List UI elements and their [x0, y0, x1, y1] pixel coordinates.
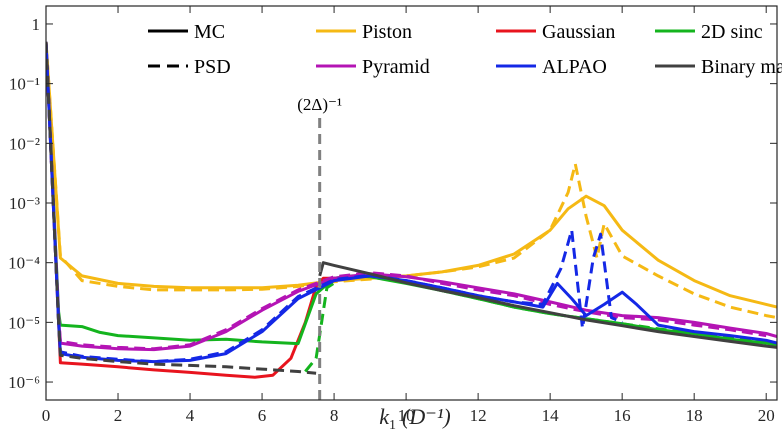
- legend-entry-piston: Piston: [316, 21, 412, 43]
- x-tick-label: 18: [686, 406, 703, 425]
- y-tick-label: 10⁻⁵: [8, 313, 40, 332]
- y-tick-label: 1: [32, 15, 41, 34]
- legend-entry-psd: PSD: [148, 56, 231, 78]
- y-tick-label: 10⁻³: [9, 194, 40, 213]
- x-tick-label: 4: [186, 406, 195, 425]
- legend-entry-mc: MC: [148, 21, 225, 43]
- x-tick-label: 0: [42, 406, 51, 425]
- legend-entry-alpao: ALPAO: [496, 56, 607, 78]
- x-tick-label: 20: [758, 406, 775, 425]
- x-axis-label-unit: (D⁻¹): [402, 404, 451, 429]
- legend: MC Piston Gaussian 2D sinc PSD Pyramid ALPAO Bi…: [148, 21, 782, 78]
- x-tick-label: 10: [398, 406, 415, 425]
- x-tick-label: 16: [614, 406, 631, 425]
- x-tick-label: 6: [258, 406, 267, 425]
- legend-label: Piston: [362, 21, 412, 43]
- x-axis-label-var: k: [379, 404, 390, 429]
- legend-label: Binary mask: [701, 56, 782, 78]
- series-line-binary-mask: [318, 261, 777, 349]
- legend-label: 2D sinc: [701, 21, 763, 43]
- x-axis-ticks: 0 2 4 6 8 10 12 14 16 18 20: [42, 6, 775, 425]
- x-tick-label: 2: [114, 406, 123, 425]
- legend-label: Pyramid: [362, 56, 430, 78]
- x-axis-label-sub: 1: [389, 418, 396, 433]
- x-axis-label: k1 (D⁻¹): [379, 404, 451, 433]
- y-tick-label: 10⁻¹: [9, 75, 40, 94]
- x-tick-label: 14: [542, 406, 560, 425]
- series-line-piston-psd: [46, 41, 777, 320]
- nyquist-marker-label: (2Δ)⁻¹: [297, 95, 342, 114]
- series-line-pyramid-psd: [46, 41, 767, 351]
- y-tick-label: 10⁻²: [9, 134, 40, 153]
- x-tick-label: 12: [470, 406, 487, 425]
- series-line-piston: [46, 41, 777, 309]
- series-line-binary-mask-psd: [46, 41, 317, 375]
- series-line-pyramid: [46, 41, 777, 352]
- legend-entry-binary-mask: Binary mask: [655, 56, 782, 78]
- legend-label: ALPAO: [542, 56, 607, 78]
- y-tick-label: 10⁻⁶: [8, 373, 40, 392]
- legend-entry-gaussian: Gaussian: [496, 21, 615, 43]
- legend-label: PSD: [194, 56, 231, 78]
- annotation-layer: (2Δ)⁻¹: [297, 95, 342, 400]
- y-tick-label: 10⁻⁴: [8, 254, 40, 273]
- y-axis-ticks: 1 10⁻¹ 10⁻² 10⁻³ 10⁻⁴ 10⁻⁵ 10⁻⁶: [8, 15, 777, 392]
- legend-label: MC: [194, 21, 225, 43]
- legend-entry-pyramid: Pyramid: [316, 56, 430, 78]
- legend-entry-2d-sinc: 2D sinc: [655, 21, 763, 43]
- legend-label: Gaussian: [542, 21, 615, 43]
- x-tick-label: 8: [330, 406, 339, 425]
